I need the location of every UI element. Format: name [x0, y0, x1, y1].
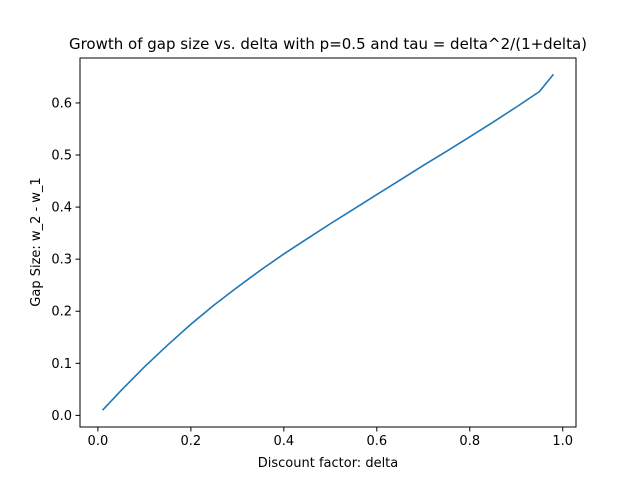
series-layer — [101, 73, 555, 411]
y-tick-label: 0.3 — [51, 253, 72, 268]
y-axis-label: Gap Size: w_2 - w_1 — [29, 177, 44, 306]
chart-title: Growth of gap size vs. delta with p=0.5 … — [69, 35, 587, 53]
plot-frame — [79, 57, 577, 428]
x-tick-label: 0.2 — [181, 434, 202, 449]
y-tick-label: 0.0 — [51, 409, 72, 424]
x-tick-label: 1.0 — [552, 434, 573, 449]
y-tick-label: 0.2 — [51, 305, 72, 320]
x-tick-label: 0.0 — [88, 434, 109, 449]
x-tick-label: 0.4 — [273, 434, 294, 449]
x-tick-label: 0.8 — [459, 434, 480, 449]
x-tick-label: 0.6 — [366, 434, 387, 449]
y-tick-label: 0.1 — [51, 357, 72, 372]
y-tick-label: 0.6 — [51, 96, 72, 111]
y-axis-ticks: 0.0 0.1 0.2 0.3 0.4 0.5 0.6 — [51, 96, 80, 424]
x-axis-ticks: 0.0 0.2 0.4 0.6 0.8 1.0 — [88, 427, 573, 449]
x-axis-label: Discount factor: delta — [258, 456, 399, 471]
series-line — [101, 73, 555, 411]
y-tick-label: 0.5 — [51, 149, 72, 164]
plot-area — [79, 57, 577, 428]
y-tick-label: 0.4 — [51, 201, 72, 216]
